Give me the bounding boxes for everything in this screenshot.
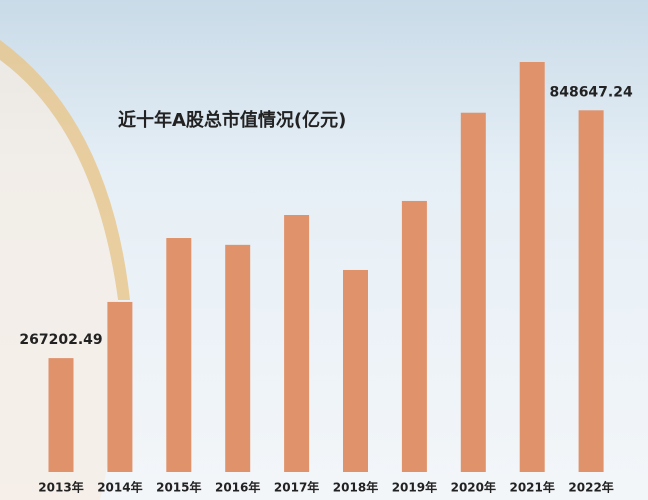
x-tick-label: 2016年 — [215, 480, 260, 495]
bar — [578, 110, 604, 472]
decor-panel — [0, 60, 119, 500]
decor-arc — [0, 40, 130, 300]
bar — [343, 269, 368, 472]
value-label: 267202.49 — [19, 332, 102, 348]
bar — [460, 112, 486, 472]
bar — [284, 215, 310, 472]
bar — [225, 244, 251, 472]
x-tick-label: 2019年 — [392, 480, 437, 495]
bar — [166, 238, 192, 472]
value-label: 848647.24 — [549, 84, 633, 100]
x-tick-label: 2018年 — [333, 480, 378, 495]
chart-title: 近十年A股总市值情况(亿元) — [118, 109, 346, 131]
x-tick-label: 2013年 — [38, 480, 83, 495]
x-tick-label: 2015年 — [156, 480, 201, 495]
x-tick-label: 2014年 — [97, 480, 142, 495]
x-tick-label: 2021年 — [509, 480, 554, 495]
x-tick-label: 2020年 — [451, 480, 496, 495]
bar — [519, 62, 545, 472]
x-tick-label: 2017年 — [274, 480, 319, 495]
bar — [107, 301, 133, 472]
bar — [48, 358, 74, 472]
bar — [401, 200, 427, 473]
x-tick-label: 2022年 — [568, 480, 613, 495]
